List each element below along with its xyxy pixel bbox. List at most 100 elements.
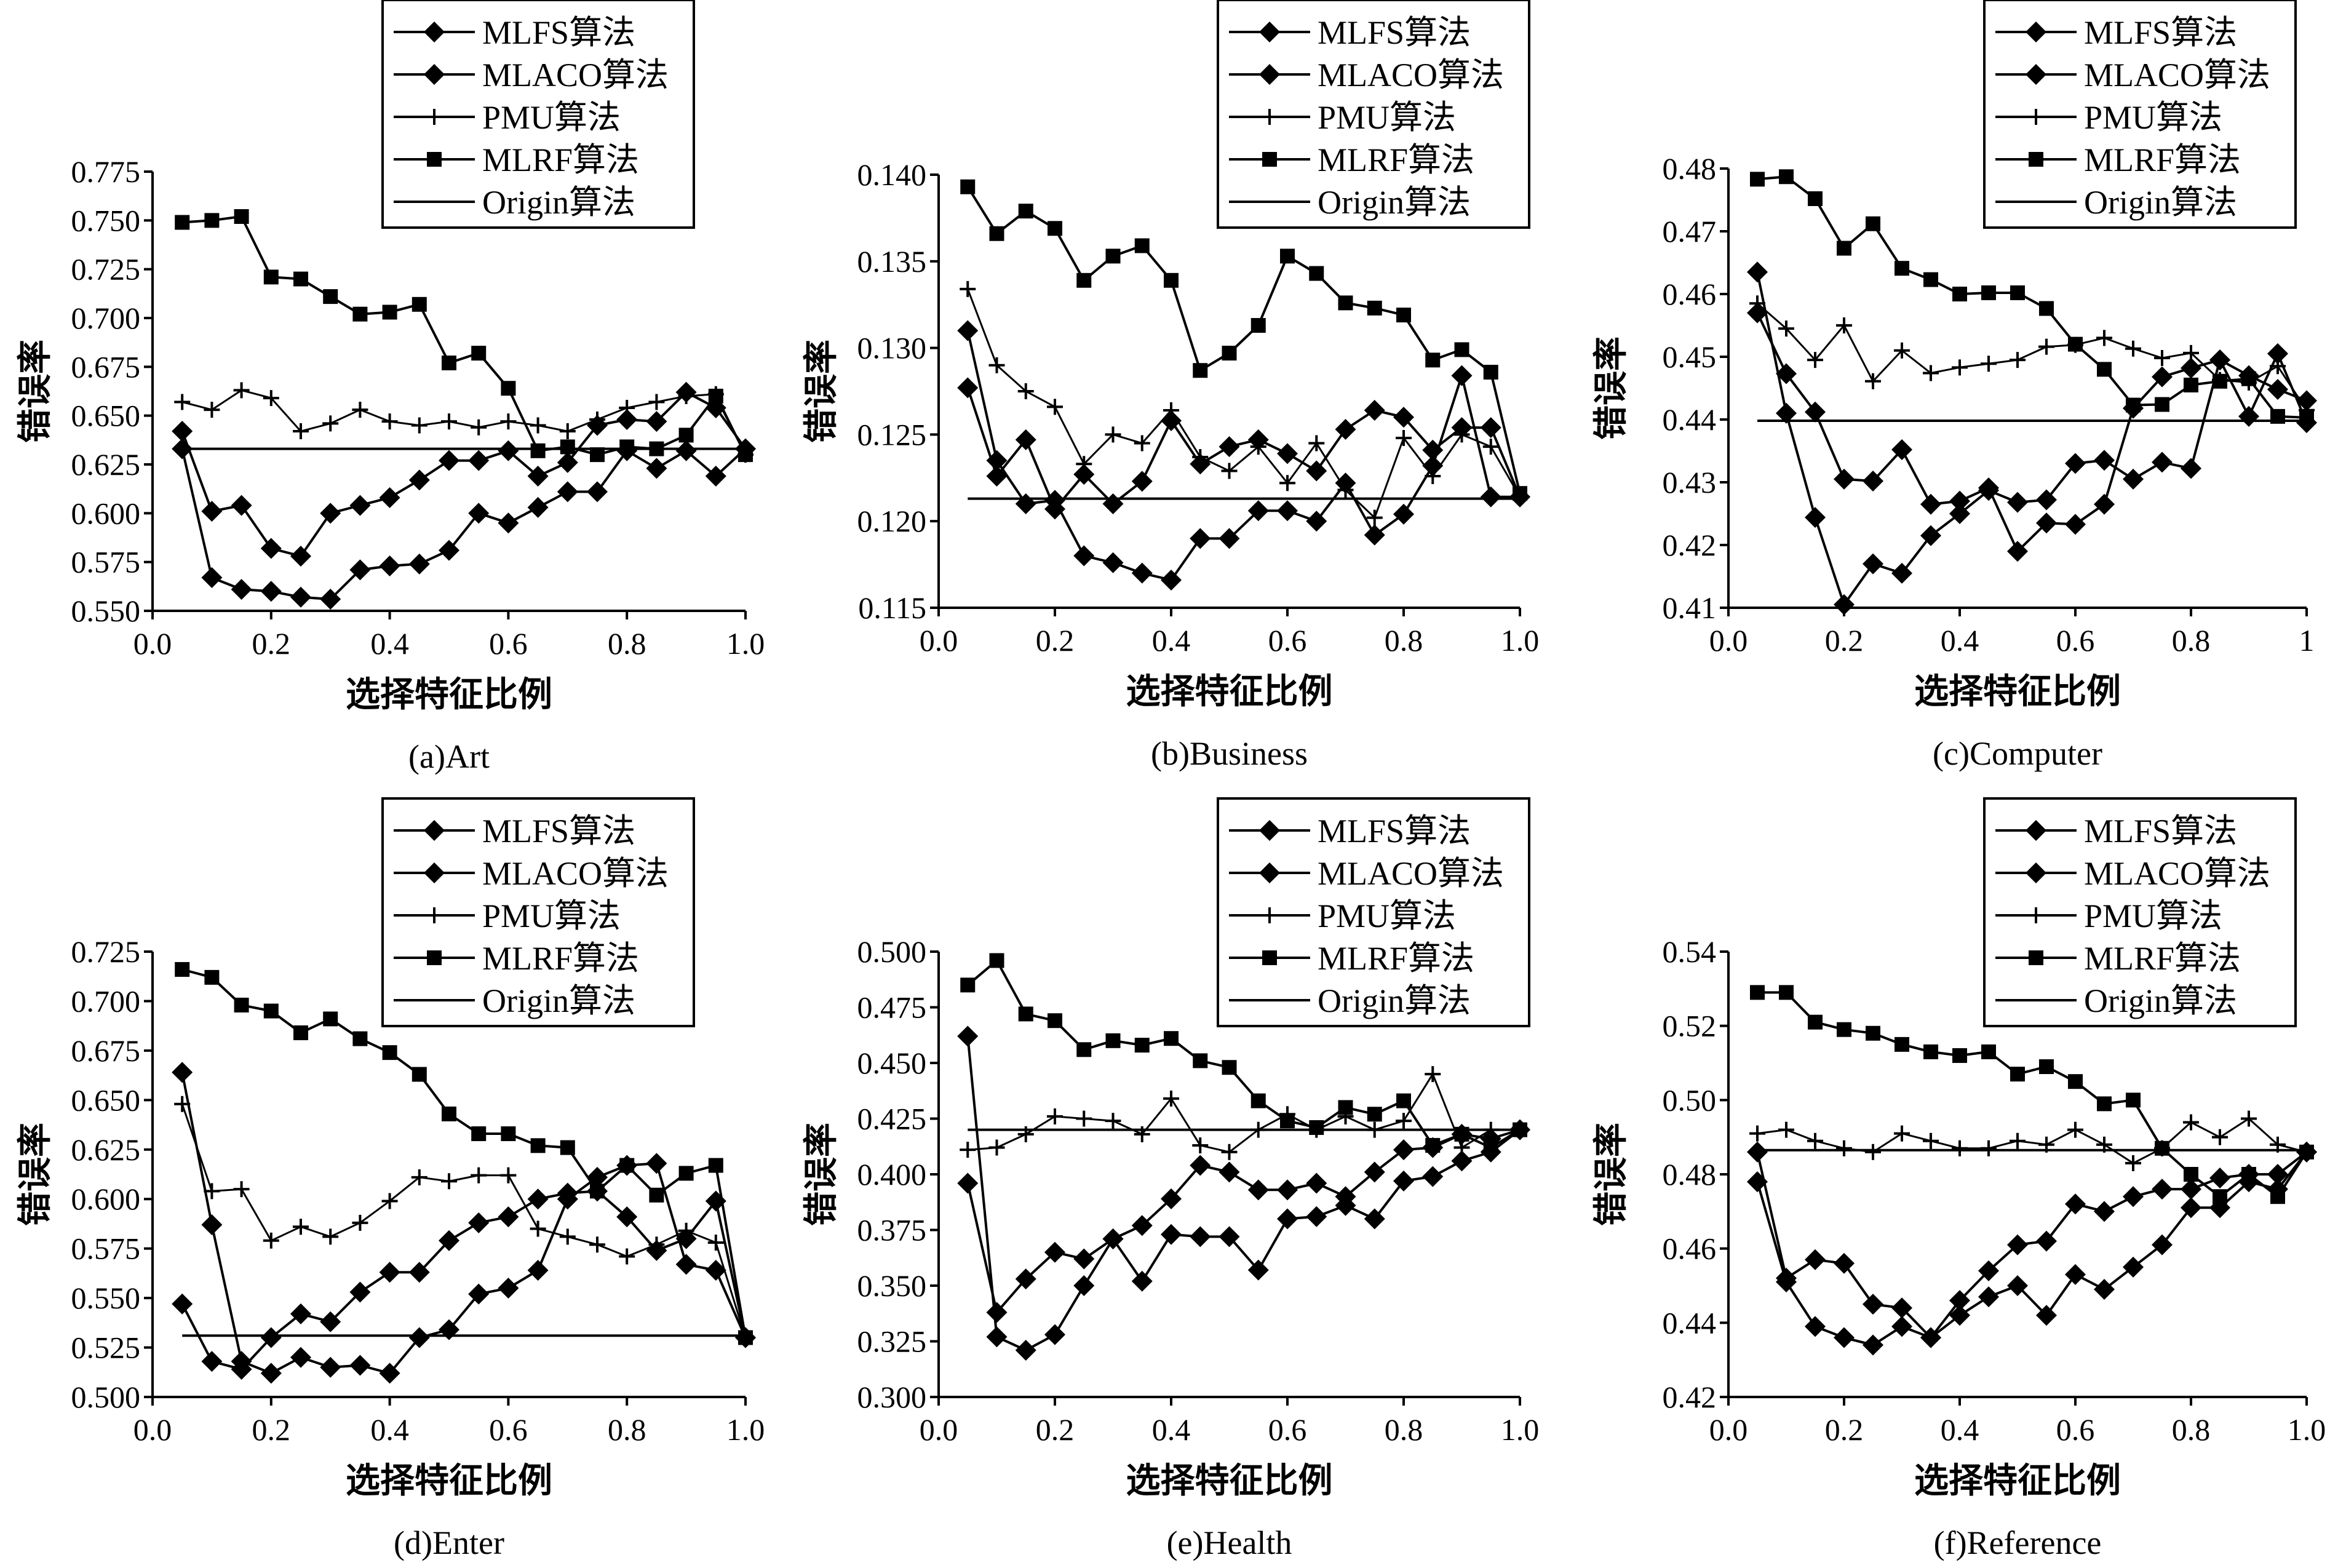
data-point bbox=[1366, 509, 1383, 526]
y-tick-label: 0.700 bbox=[71, 984, 141, 1018]
data-point bbox=[1222, 1060, 1237, 1075]
y-tick-label: 0.500 bbox=[857, 934, 927, 969]
data-point bbox=[1044, 1324, 1065, 1345]
panel-caption: (d)Enter bbox=[394, 1524, 504, 1561]
data-point bbox=[1134, 435, 1150, 452]
legend-marker bbox=[2028, 109, 2044, 125]
data-point bbox=[678, 1166, 694, 1181]
x-tick-label: 0.0 bbox=[920, 1412, 958, 1447]
data-point bbox=[1044, 498, 1065, 520]
x-tick-label: 0.8 bbox=[1385, 623, 1423, 658]
data-point bbox=[1747, 1141, 1768, 1163]
data-point bbox=[1981, 285, 1996, 300]
y-tick-label: 0.500 bbox=[71, 1380, 141, 1414]
data-point bbox=[2007, 541, 2028, 562]
data-point bbox=[2299, 410, 2314, 425]
data-point bbox=[408, 469, 430, 491]
data-point bbox=[1131, 471, 1153, 492]
data-point bbox=[1836, 317, 1852, 333]
y-tick-label: 0.135 bbox=[857, 244, 927, 279]
data-point bbox=[1193, 363, 1208, 378]
data-point bbox=[2267, 343, 2288, 364]
data-point bbox=[2010, 352, 2026, 368]
data-point bbox=[2125, 340, 2141, 357]
x-tick-label: 0.6 bbox=[1268, 1412, 1307, 1447]
data-point bbox=[1338, 1100, 1353, 1115]
data-point bbox=[1949, 1305, 1970, 1326]
legend-marker bbox=[1259, 64, 1280, 85]
legend-label: MLFS算法 bbox=[1318, 813, 1471, 850]
data-point bbox=[1309, 1120, 1324, 1135]
data-point bbox=[986, 450, 1008, 471]
y-tick-label: 0.600 bbox=[71, 1182, 141, 1216]
data-point bbox=[2241, 1110, 2257, 1127]
legend-marker bbox=[1259, 862, 1280, 883]
data-point bbox=[349, 559, 371, 581]
data-point bbox=[2094, 493, 2115, 515]
data-point bbox=[648, 1236, 665, 1253]
data-point bbox=[1425, 1137, 1441, 1153]
data-point bbox=[293, 1219, 309, 1235]
data-point bbox=[1451, 365, 1473, 386]
legend-label: MLRF算法 bbox=[2084, 940, 2241, 977]
data-point bbox=[2038, 338, 2054, 355]
y-tick-label: 0.400 bbox=[857, 1157, 927, 1192]
data-point bbox=[1015, 493, 1036, 515]
data-point bbox=[442, 355, 456, 370]
data-point bbox=[1102, 1228, 1124, 1249]
data-point bbox=[2154, 350, 2170, 367]
data-point bbox=[1277, 1179, 1298, 1201]
panel-caption: (f)Reference bbox=[1934, 1524, 2102, 1561]
data-point bbox=[1192, 449, 1209, 466]
data-point bbox=[352, 306, 368, 322]
x-tick-label: 0.8 bbox=[2172, 1412, 2211, 1447]
data-point bbox=[260, 1327, 282, 1348]
data-point bbox=[1891, 1297, 1912, 1319]
x-tick-label: 0.6 bbox=[1268, 623, 1307, 658]
data-point bbox=[468, 503, 490, 524]
x-tick-label: 0.2 bbox=[1036, 623, 1075, 658]
data-point bbox=[2094, 1279, 2115, 1300]
data-point bbox=[1894, 1125, 1910, 1142]
x-axis-label: 选择特征比例 bbox=[1126, 1462, 1333, 1500]
data-point bbox=[678, 1222, 694, 1239]
data-point bbox=[204, 1183, 220, 1200]
data-point bbox=[2181, 458, 2201, 479]
x-axis-label: 选择特征比例 bbox=[346, 1462, 552, 1500]
data-point bbox=[2184, 1167, 2198, 1182]
y-tick-label: 0.575 bbox=[71, 1232, 141, 1266]
data-point bbox=[1422, 1166, 1444, 1187]
data-point bbox=[412, 1067, 427, 1082]
data-point bbox=[320, 588, 341, 610]
data-point bbox=[411, 1169, 427, 1185]
data-point bbox=[619, 1158, 635, 1173]
x-tick-label: 0.6 bbox=[2056, 1412, 2095, 1447]
data-point bbox=[708, 1158, 723, 1173]
data-point bbox=[1978, 477, 1999, 499]
data-point bbox=[1219, 436, 1240, 458]
data-point bbox=[1805, 401, 1826, 423]
data-point bbox=[439, 1230, 459, 1251]
data-point bbox=[1807, 1132, 1823, 1149]
legend-label: Origin算法 bbox=[482, 184, 635, 221]
data-point bbox=[498, 1278, 519, 1299]
data-point bbox=[322, 415, 339, 432]
data-point bbox=[649, 1187, 664, 1203]
data-point bbox=[559, 1228, 576, 1245]
data-point bbox=[2036, 1230, 2057, 1252]
data-point bbox=[2007, 1275, 2028, 1296]
data-point bbox=[2094, 1201, 2115, 1222]
data-point bbox=[1807, 352, 1823, 368]
legend-marker bbox=[1259, 820, 1280, 841]
data-point bbox=[2123, 1256, 2144, 1278]
x-tick-label: 0.4 bbox=[370, 1412, 409, 1447]
data-point bbox=[1451, 1150, 1473, 1172]
data-point bbox=[1750, 985, 1765, 1000]
y-axis-label: 错误率 bbox=[1592, 336, 1631, 440]
data-point bbox=[1749, 1125, 1765, 1142]
data-point bbox=[234, 209, 249, 224]
data-point bbox=[1891, 562, 1912, 584]
data-point bbox=[498, 512, 519, 534]
data-point bbox=[1335, 418, 1356, 440]
